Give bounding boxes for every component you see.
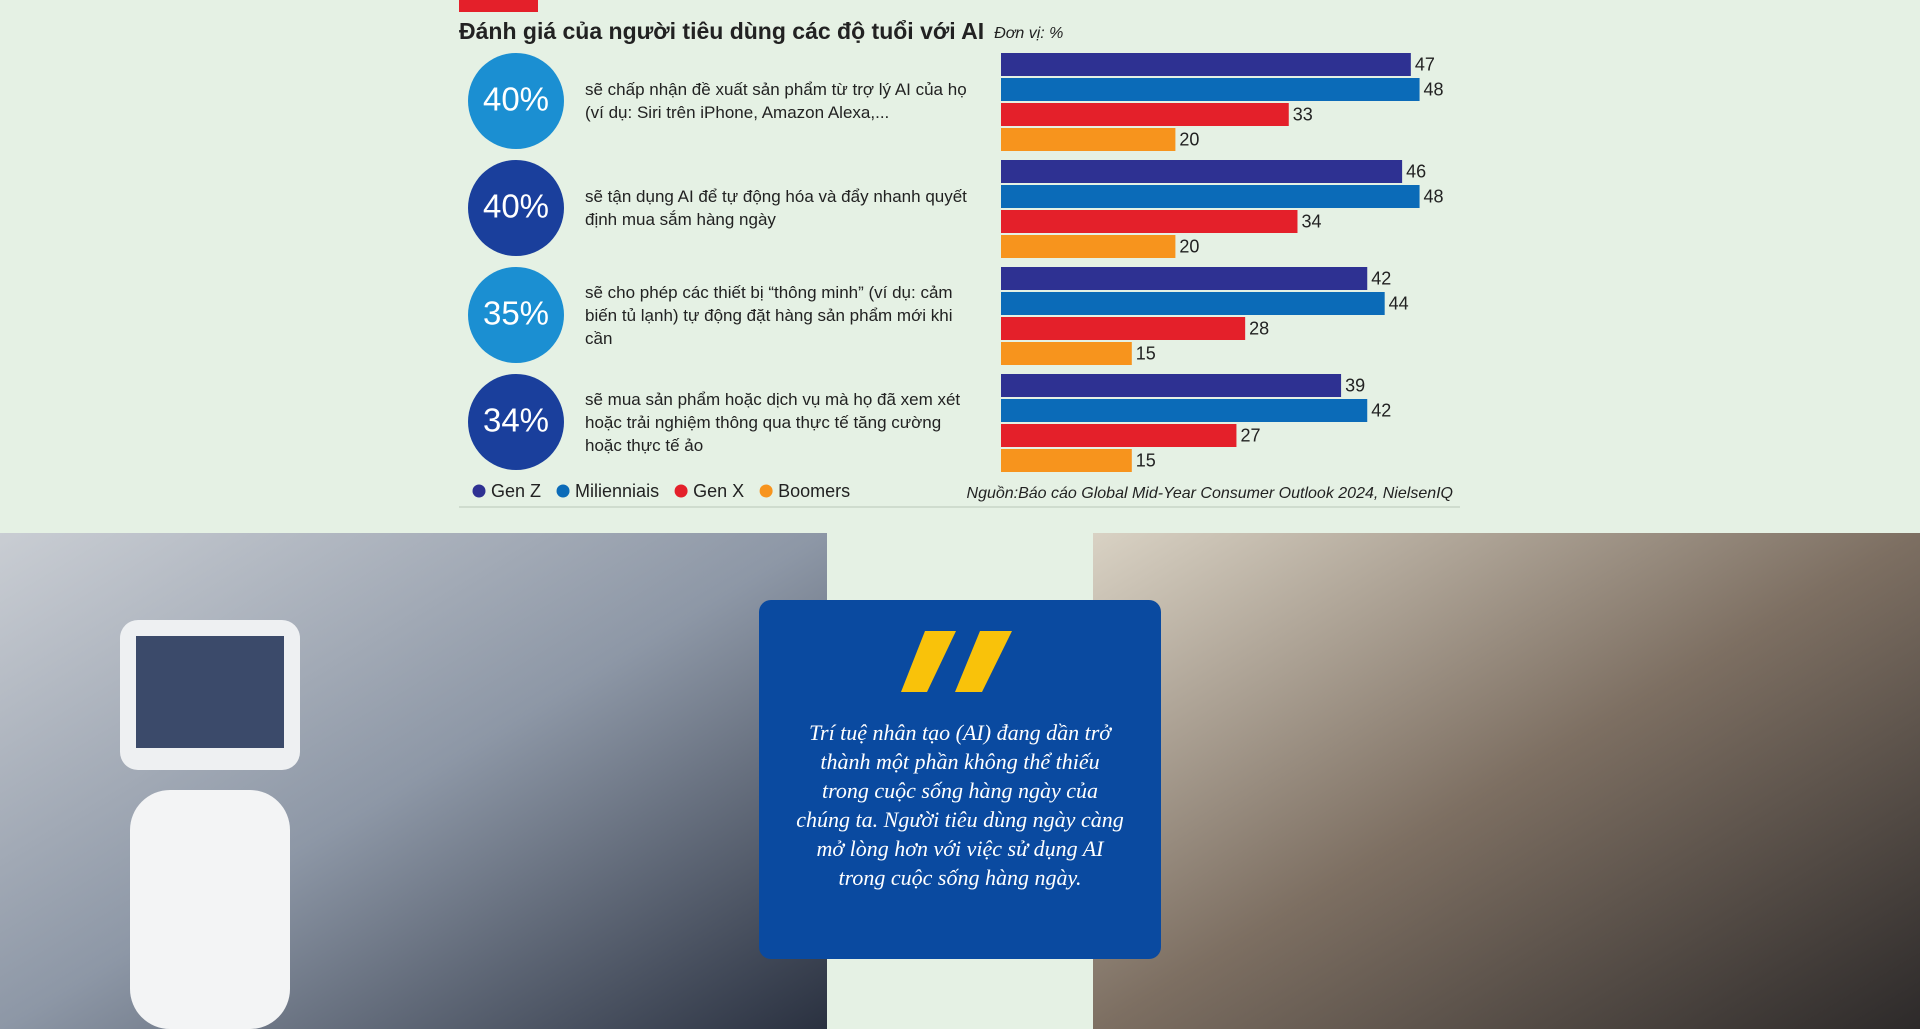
bar	[1001, 424, 1237, 447]
category-label: sẽ mua sản phẩm hoặc dịch vụ mà họ đã xe…	[585, 389, 961, 455]
value-label: 44	[1389, 293, 1409, 313]
source: Nguồn:Báo cáo Global Mid-Year Consumer O…	[967, 485, 1453, 502]
value-label: 39	[1345, 375, 1365, 395]
bar	[1001, 374, 1342, 397]
bar	[1001, 185, 1420, 208]
highlight-label: 40%	[483, 188, 549, 225]
highlight-circle	[468, 267, 564, 363]
chart-title: Đánh giá của người tiêu dùng các độ tuổi…	[459, 18, 984, 44]
highlight-circle	[468, 374, 564, 470]
bar	[1001, 78, 1420, 101]
highlight-label: 34%	[483, 402, 549, 439]
quote-box	[759, 600, 1161, 959]
value-label: 15	[1136, 450, 1156, 470]
bar	[1001, 160, 1403, 183]
photo-robot	[0, 533, 827, 1029]
unit-label: Đơn vị: %	[994, 25, 1063, 42]
legend-marker	[759, 484, 773, 498]
bar	[1001, 342, 1132, 365]
bar	[1001, 103, 1289, 126]
highlight-circle	[468, 160, 564, 256]
legend-label: Gen X	[693, 481, 744, 501]
photo-shoppers	[1093, 533, 1920, 1029]
highlight-circle	[468, 53, 564, 149]
quote-mark	[955, 631, 1012, 692]
value-label: 34	[1301, 211, 1321, 231]
bar	[1001, 399, 1368, 422]
robot-body	[130, 790, 290, 1029]
bar	[1001, 292, 1385, 315]
value-label: 15	[1136, 343, 1156, 363]
legend-label: Gen Z	[491, 481, 541, 501]
robot-screen	[136, 636, 284, 748]
bar	[1001, 449, 1132, 472]
bar	[1001, 235, 1176, 258]
accent-bar	[459, 0, 538, 12]
bar	[1001, 53, 1411, 76]
category-label: sẽ tận dụng AI để tự động hóa và đẩy nha…	[585, 187, 967, 229]
category-label: sẽ chấp nhận đề xuất sản phẩm từ trợ lý …	[585, 80, 967, 122]
value-label: 33	[1293, 104, 1313, 124]
legend-marker	[556, 484, 570, 498]
quote-mark	[901, 631, 956, 692]
value-label: 20	[1179, 236, 1199, 256]
value-label: 46	[1406, 161, 1426, 181]
bar	[1001, 210, 1298, 233]
value-label: 27	[1240, 425, 1260, 445]
legend-label: Milienniais	[575, 481, 659, 501]
legend-marker	[674, 484, 688, 498]
bar	[1001, 317, 1246, 340]
value-label: 20	[1179, 129, 1199, 149]
bar	[1001, 128, 1176, 151]
highlight-label: 40%	[483, 81, 549, 118]
value-label: 28	[1249, 318, 1269, 338]
bar	[1001, 267, 1368, 290]
category-label: sẽ cho phép các thiết bị “thông minh” (v…	[585, 282, 953, 348]
value-label: 42	[1371, 268, 1391, 288]
quote-text: Trí tuệ nhân tạo (AI) đang dần trở thành…	[796, 720, 1124, 890]
legend-label: Boomers	[778, 481, 850, 501]
legend-marker	[472, 484, 486, 498]
value-label: 48	[1424, 186, 1444, 206]
value-label: 47	[1415, 54, 1435, 74]
value-label: 42	[1371, 400, 1391, 420]
highlight-label: 35%	[483, 295, 549, 332]
value-label: 48	[1424, 79, 1444, 99]
